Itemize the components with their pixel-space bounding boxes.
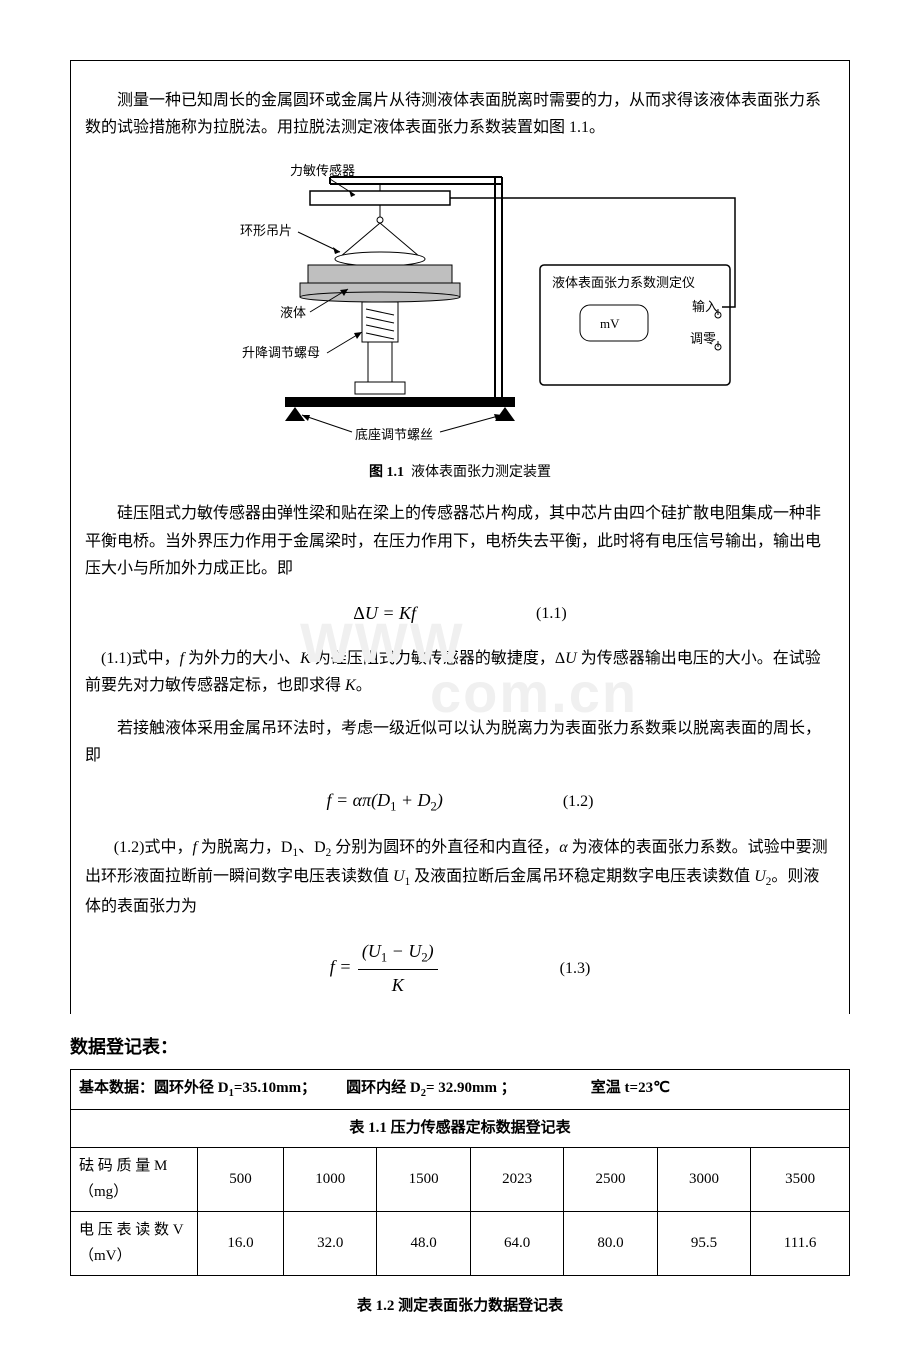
paragraph-4: 若接触液体采用金属吊环法时，考虑一级近似可以认为脱离力为表面张力系数乘以脱离表面…: [85, 715, 835, 769]
equation-2: f = απ(D1 + D2) (1.2): [85, 785, 835, 818]
cell: 111.6: [751, 1212, 850, 1276]
main-text-box: 测量一种已知周长的金属圆环或金属片从待测液体表面脱离时需要的力，从而求得该液体表…: [70, 60, 850, 1014]
table-2-title: 表 1.2 测定表面张力数据登记表: [70, 1294, 850, 1320]
meta-row: 基本数据：圆环外径 D1=35.10mm； 圆环内经 D2= 32.90mm ；…: [71, 1070, 850, 1110]
label-sensor: 力敏传感器: [290, 163, 355, 178]
equation-3: f = (U1 − U2) K (1.3): [85, 936, 835, 1001]
equation-1: ΔU = Kf (1.1): [85, 598, 835, 629]
section-title: 数据登记表：: [70, 1032, 850, 1063]
cell: 95.5: [657, 1212, 750, 1276]
cell: 1500: [377, 1148, 470, 1212]
apparatus-diagram: 力敏传感器 环形吊片 液体: [85, 157, 835, 456]
data-table-1: 基本数据：圆环外径 D1=35.10mm； 圆环内经 D2= 32.90mm ；…: [70, 1069, 850, 1276]
cell: 1000: [283, 1148, 376, 1212]
figure-number: 图 1.1: [369, 465, 404, 480]
cell: 500: [198, 1148, 284, 1212]
cell: 2023: [470, 1148, 563, 1212]
meter-unit: mV: [600, 316, 620, 331]
label-screw: 升降调节螺母: [242, 345, 320, 360]
cell: 32.0: [283, 1212, 376, 1276]
meter-title: 液体表面张力系数测定仪: [552, 275, 695, 290]
figure-caption: 图 1.1 液体表面张力测定装置: [85, 461, 835, 485]
paragraph-5: (1.2)式中，f 为脱离力，D1、D2 分别为圆环的外直径和内直径，α 为液体…: [85, 834, 835, 920]
table-1-title: 表 1.1 压力传感器定标数据登记表: [71, 1109, 850, 1148]
paragraph-2: 硅压阻式力敏传感器由弹性梁和贴在梁上的传感器芯片构成，其中芯片由四个硅扩散电阻集…: [85, 500, 835, 582]
label-ring: 环形吊片: [240, 223, 292, 238]
cell: 16.0: [198, 1212, 284, 1276]
cell: 3000: [657, 1148, 750, 1212]
table-row: 砝 码 质 量 M（mg） 500 1000 1500 2023 2500 30…: [71, 1148, 850, 1212]
meter-zero-label: 调零: [690, 331, 716, 346]
cell: 2500: [564, 1148, 657, 1212]
cell: 64.0: [470, 1212, 563, 1276]
meter-input-label: 输入: [692, 299, 718, 314]
figure-title: 液体表面张力测定装置: [411, 465, 551, 480]
row-label: 砝 码 质 量 M（mg）: [71, 1148, 198, 1212]
cell: 48.0: [377, 1212, 470, 1276]
cell: 3500: [751, 1148, 850, 1212]
cell: 80.0: [564, 1212, 657, 1276]
table-row: 电 压 表 读 数 V（mV） 16.0 32.0 48.0 64.0 80.0…: [71, 1212, 850, 1276]
row-label: 电 压 表 读 数 V（mV）: [71, 1212, 198, 1276]
paragraph-1: 测量一种已知周长的金属圆环或金属片从待测液体表面脱离时需要的力，从而求得该液体表…: [85, 87, 835, 141]
paragraph-3: (1.1)式中，f 为外力的大小、K 为硅压阻式力敏传感器的敏捷度，ΔU 为传感…: [85, 645, 835, 699]
label-liquid: 液体: [280, 305, 306, 320]
label-base: 底座调节螺丝: [355, 427, 433, 442]
